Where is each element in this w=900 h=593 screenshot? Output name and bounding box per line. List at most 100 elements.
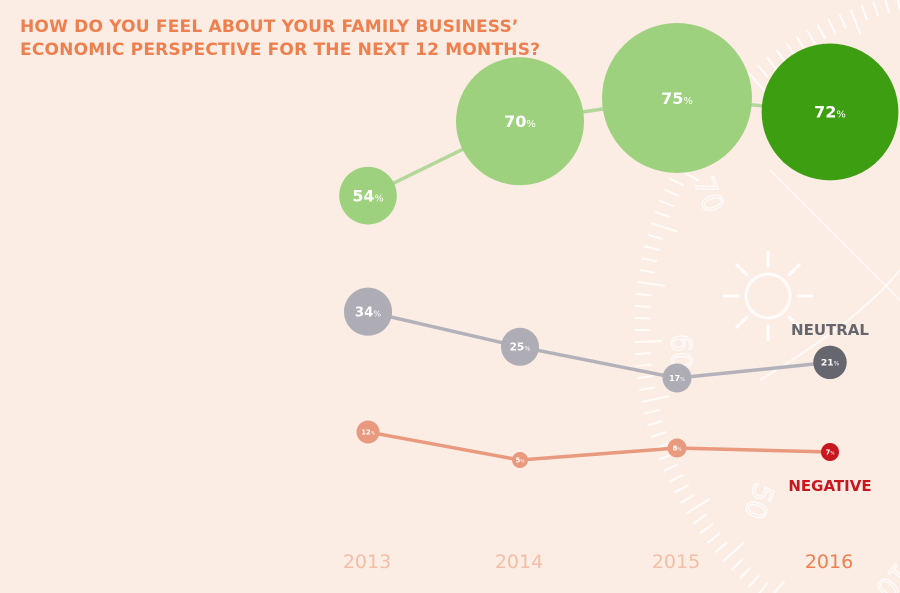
gauge-tick [635, 292, 652, 297]
negative-value-label: 8% [673, 445, 682, 453]
gauge-tick [692, 513, 707, 525]
confident-bubble [602, 23, 752, 173]
negative-data-point: 5% [512, 452, 528, 468]
negative-bubble [356, 420, 380, 444]
gauge-tick [668, 474, 684, 483]
gauge-tick [650, 222, 678, 233]
chart-title: HOW DO YOU FEEL ABOUT YOUR FAMILY BUSINE… [20, 16, 540, 62]
gauge-tick [639, 386, 656, 392]
gauge-tick [644, 408, 660, 415]
neutral-value-label: 17% [669, 374, 685, 383]
gauge-tick [674, 484, 689, 494]
gauge-tick [644, 245, 660, 252]
gauge-tick [634, 304, 651, 309]
negative-series-label: NEGATIVE [788, 477, 871, 495]
x-tick-label: 2014 [495, 551, 543, 573]
negative-data-point: 12% [356, 420, 380, 444]
confident-value-label: 75% [661, 89, 693, 108]
negative-data-point: 8% [667, 438, 687, 458]
negative-bubble [821, 443, 839, 461]
gauge-tick [686, 497, 711, 514]
gauge-tick [748, 574, 760, 588]
gauge-tick [659, 199, 675, 208]
neutral-data-point: 21% [813, 345, 847, 380]
gauge-tick [806, 30, 816, 45]
confident-bubble [339, 166, 397, 225]
neutral-value-label: 34% [355, 305, 381, 320]
gauge-tick [896, 0, 900, 10]
gauge-tick [816, 24, 826, 39]
neutral-bubble [343, 287, 393, 336]
gauge-tick [668, 177, 684, 186]
series-labels: CONFIDENT NEUTRAL NEGATIVE [781, 150, 879, 495]
negative-bubble [667, 438, 687, 458]
x-tick-label: 2015 [652, 551, 700, 573]
gauge-tick [785, 42, 797, 57]
gauge-tick [654, 442, 671, 450]
gauge-tick [872, 0, 879, 17]
confident-data-point: 54% [339, 166, 397, 225]
gauge-tick [884, 0, 890, 13]
confident-data-point: 70% [456, 57, 584, 186]
gauge-tick [635, 363, 652, 368]
gauge-tick [838, 13, 847, 29]
neutral-series-line [367, 309, 831, 380]
gauge-tick [699, 523, 714, 534]
confident-series-label: CONFIDENT [781, 150, 879, 168]
gauge-tick [641, 395, 670, 403]
gauge-tick [748, 72, 768, 95]
confident-bubble [761, 43, 899, 181]
gauge-tick [634, 351, 651, 356]
gauge-tick [757, 582, 769, 593]
gauge-tick [680, 494, 695, 504]
gauge-tick [757, 64, 769, 78]
neutral-data-point: 17% [662, 363, 692, 393]
neutral-bubble [662, 363, 692, 393]
sun-icon [722, 250, 814, 342]
gauge-tick [647, 233, 663, 240]
gauge-needle [769, 169, 900, 301]
negative-value-label: 5% [516, 457, 525, 465]
confident-data-point: 75% [602, 23, 752, 173]
confident-bubble [456, 57, 584, 186]
gauge-number: 70 [687, 172, 730, 217]
confident-data-point: 72% [761, 43, 899, 181]
gauge-tick [650, 431, 667, 438]
confident-value-label: 72% [814, 103, 846, 122]
gauge-tick [637, 374, 654, 380]
neutral-value-label: 25% [510, 342, 531, 354]
series-lines [367, 96, 831, 462]
neutral-data-point: 25% [501, 327, 539, 366]
gauge-tick [827, 18, 836, 34]
gauge-tick [722, 542, 745, 562]
gauge-tick [730, 558, 743, 571]
gauge-tick [860, 4, 868, 21]
gauge-tick [739, 567, 752, 580]
gauge-tick [849, 9, 862, 36]
chart-title-line-2: ECONOMIC PERSPECTIVE FOR THE NEXT 12 MON… [20, 40, 541, 60]
gauge-tick [647, 420, 663, 427]
neutral-value-label: 21% [821, 358, 840, 369]
neutral-series-label: NEUTRAL [791, 321, 869, 339]
gauge-tick [776, 49, 787, 64]
gauge-tick [773, 580, 785, 593]
gauge-tick [766, 57, 778, 71]
negative-value-label: 7% [826, 449, 835, 457]
x-tick-label: 2013 [343, 551, 391, 573]
negative-series-line [367, 430, 831, 462]
x-axis: 2013 2014 2015 2016 [343, 551, 853, 573]
gauge-tick [714, 541, 728, 553]
gauge-tick [634, 340, 663, 344]
data-bubbles: 54% 70% 75% 72% 34% 25% 17% 21% 12% 5% 8% 7% [339, 23, 899, 468]
negative-data-point: 7% [821, 443, 839, 461]
chart-title-line-1: HOW DO YOU FEEL ABOUT YOUR FAMILY BUSINE… [20, 17, 519, 37]
negative-bubble [512, 452, 528, 468]
negative-value-label: 12% [361, 429, 375, 437]
gauge-tick [663, 463, 679, 472]
neutral-bubble [501, 327, 539, 366]
gauge-tick [641, 257, 658, 263]
gauge-tick [639, 268, 656, 274]
gauge-number: 50 [737, 479, 780, 524]
confident-value-label: 54% [352, 186, 383, 205]
